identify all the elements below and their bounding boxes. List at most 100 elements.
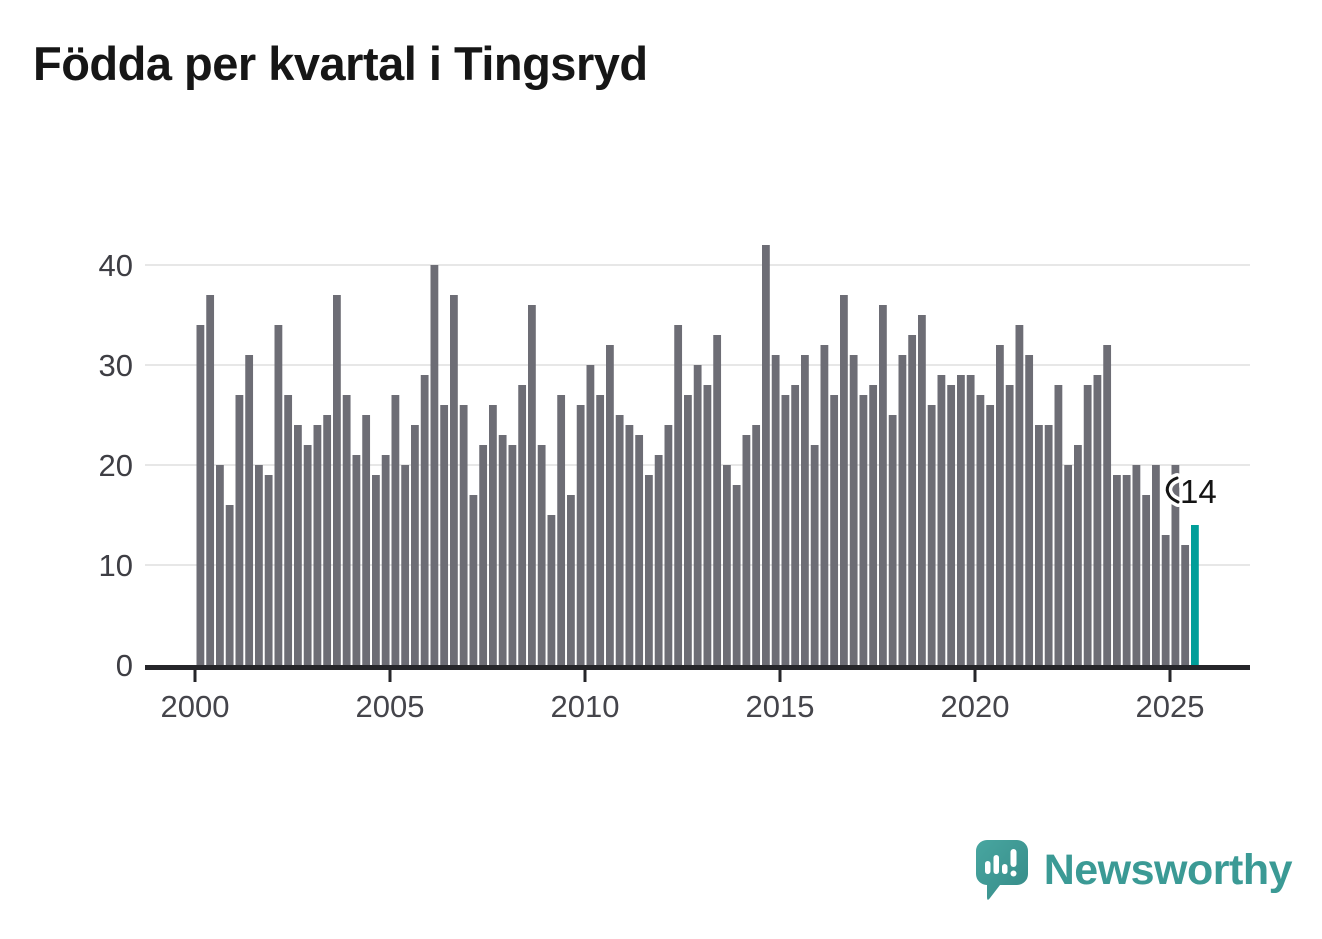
bar: [430, 265, 439, 665]
bar: [216, 465, 224, 665]
bar: [1083, 385, 1092, 665]
bar: [1103, 345, 1112, 665]
bar: [1064, 465, 1073, 665]
x-axis-tick: [388, 667, 392, 682]
bar: [294, 425, 302, 665]
bar: [245, 355, 254, 665]
x-tick-label: 2005: [356, 689, 425, 724]
annotation-value-label: 14: [1180, 473, 1217, 510]
bar: [635, 435, 644, 665]
x-axis-line: [145, 665, 1250, 670]
bar: [576, 405, 585, 665]
bar: [693, 365, 702, 665]
bar: [1132, 465, 1141, 665]
bar: [206, 295, 215, 665]
bar: [1005, 385, 1014, 665]
bar: [596, 395, 605, 665]
bar: [1161, 535, 1170, 665]
x-axis-tick: [778, 667, 782, 682]
bar: [674, 325, 683, 665]
bar-highlighted: [1191, 525, 1199, 665]
bar: [567, 495, 575, 665]
logo-exclamation-dot: [1010, 870, 1017, 877]
annotation-leader-curl: [1165, 476, 1180, 504]
bar: [333, 295, 341, 665]
bar: [849, 355, 858, 665]
bar: [1035, 425, 1043, 665]
bar: [498, 435, 507, 665]
y-tick-label: 0: [116, 648, 133, 683]
newsworthy-logo-icon: [975, 840, 1028, 900]
bar: [859, 395, 868, 665]
x-tick-label: 2015: [746, 689, 815, 724]
bar: [801, 355, 809, 665]
logo-bar-2: [993, 855, 999, 874]
bar: [742, 435, 751, 665]
bar: [927, 405, 936, 665]
bar: [606, 345, 614, 665]
bar: [342, 395, 351, 665]
y-tick-label: 20: [99, 448, 133, 483]
bar: [918, 315, 926, 665]
bar: [966, 375, 975, 665]
bar: [723, 465, 731, 665]
bar: [781, 395, 790, 665]
y-tick-label: 10: [99, 548, 133, 583]
bar: [791, 385, 800, 665]
bar: [255, 465, 263, 665]
bar: [888, 415, 897, 665]
bar: [518, 385, 527, 665]
bar: [752, 425, 761, 665]
bar: [1054, 385, 1063, 665]
bar: [537, 445, 546, 665]
bar: [937, 375, 946, 665]
bar: [820, 345, 829, 665]
bar: [957, 375, 965, 665]
bar: [274, 325, 283, 665]
bar: [947, 385, 956, 665]
x-axis-tick: [193, 667, 197, 682]
bar: [996, 345, 1004, 665]
bar: [225, 505, 234, 665]
bar: [615, 415, 624, 665]
bar: [411, 425, 419, 665]
bar: [508, 445, 517, 665]
x-tick-label: 2020: [941, 689, 1010, 724]
bar: [869, 385, 878, 665]
bar: [1122, 475, 1131, 665]
bar: [625, 425, 634, 665]
bar: [479, 445, 488, 665]
bar: [898, 355, 907, 665]
y-tick-label: 40: [99, 248, 133, 283]
bar: [440, 405, 449, 665]
bar: [664, 425, 673, 665]
bar: [1093, 375, 1102, 665]
bar: [313, 425, 322, 665]
newsworthy-wordmark: Newsworthy: [1043, 845, 1293, 894]
bar: [459, 405, 468, 665]
bar: [372, 475, 380, 665]
bar: [986, 405, 995, 665]
bar: [1074, 445, 1082, 665]
bar: [420, 375, 429, 665]
x-tick-label: 2000: [161, 689, 230, 724]
bar: [654, 455, 663, 665]
bar: [810, 445, 819, 665]
x-axis-tick: [583, 667, 587, 682]
bar: [381, 455, 390, 665]
bar: [235, 395, 244, 665]
x-axis-tick: [973, 667, 977, 682]
bar: [303, 445, 312, 665]
bar: [1113, 475, 1121, 665]
bar: [684, 395, 692, 665]
bar: [196, 325, 205, 665]
bar: [391, 395, 400, 665]
bar: [1152, 465, 1160, 665]
bar: [323, 415, 332, 665]
bar: [908, 335, 917, 665]
logo-bar-1: [984, 861, 991, 874]
bar: [703, 385, 712, 665]
chart-title: Födda per kvartal i Tingsryd: [33, 37, 648, 90]
x-tick-label: 2025: [1136, 689, 1205, 724]
bar: [401, 465, 410, 665]
